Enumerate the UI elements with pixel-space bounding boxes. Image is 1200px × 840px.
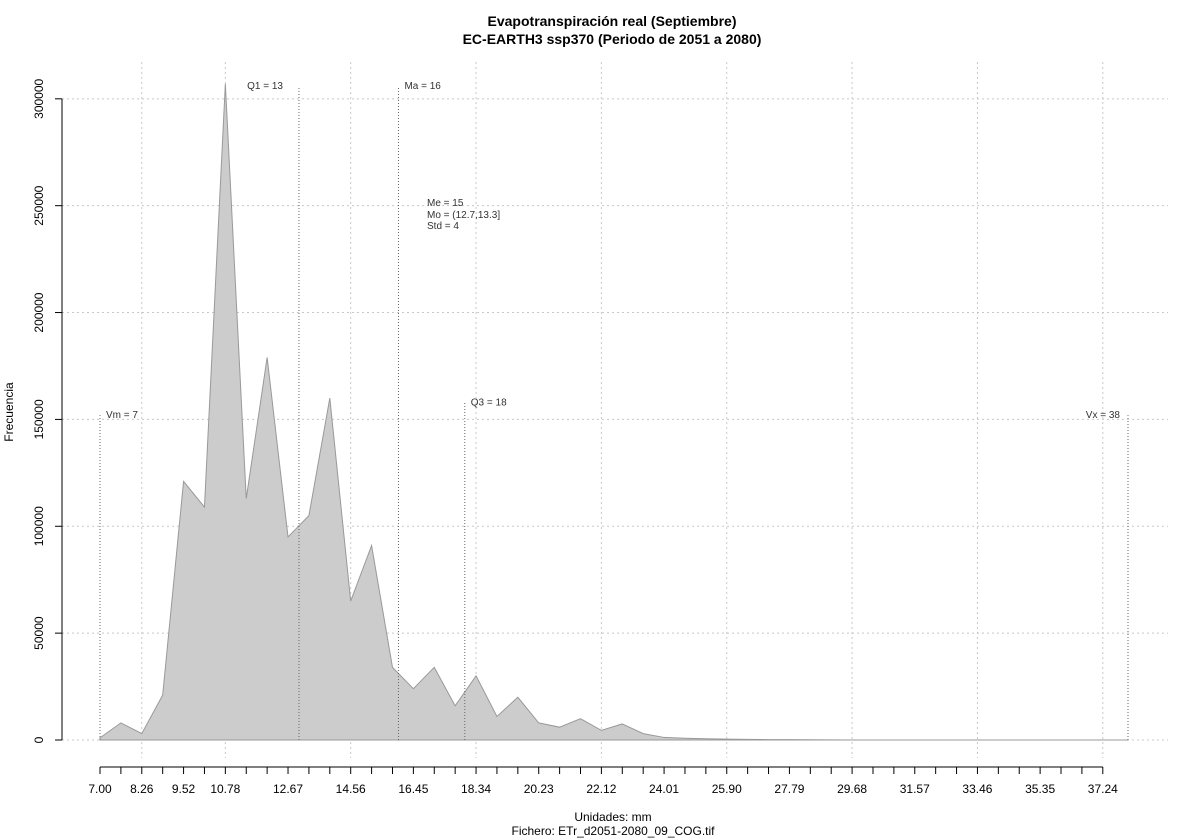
y-axis-label: Frecuencia [2, 382, 16, 442]
area-fill-0 [99, 83, 1128, 741]
x-tick-label-17: 37.24 [1088, 782, 1118, 796]
stat-std: Std = 4 [427, 221, 459, 232]
stat-median: Me = 15 [427, 198, 464, 209]
marker-lines: Vm = 7 Q1 = 13 Ma = 16 Q3 = 18 Vx = 38 [99, 81, 1129, 740]
x-tick-label-15: 33.46 [962, 782, 992, 796]
marker-label-Vx: Vx = 38 [1086, 410, 1121, 421]
grid [62, 62, 1168, 758]
x-tick-label-12: 27.79 [774, 782, 804, 796]
marker-label-Q3: Q3 = 18 [471, 397, 507, 408]
axes: 0 50000 100000 150000 200000 250000 300000 7.00… [32, 78, 1118, 796]
y-tick-label-0: 0 [32, 736, 46, 743]
chart-title: Evapotranspiración real (Septiembre) [488, 13, 737, 29]
x-tick-label-3: 10.78 [210, 782, 240, 796]
file-footer: Fichero: ETr_d2051-2080_09_COG.tif [512, 824, 716, 838]
x-tick-label-11: 25.90 [712, 782, 742, 796]
area-series [99, 83, 1128, 741]
x-tick-label-1: 8.26 [130, 782, 154, 796]
x-tick-label-14: 31.57 [900, 782, 930, 796]
x-tick-label-4: 12.67 [273, 782, 303, 796]
x-tick-label-13: 29.68 [837, 782, 867, 796]
marker-label-Vm: Vm = 7 [106, 410, 138, 421]
y-tick-label-4: 200000 [32, 292, 46, 332]
stat-mode: Mo = (12.7,13.3] [427, 210, 500, 221]
x-tick-label-8: 20.23 [524, 782, 554, 796]
y-tick-label-5: 250000 [32, 185, 46, 225]
x-tick-label-9: 22.12 [586, 782, 616, 796]
x-tick-label-6: 16.45 [398, 782, 428, 796]
y-tick-label-2: 100000 [32, 506, 46, 546]
x-axis-label: Unidades: mm [574, 810, 651, 824]
x-tick-label-16: 35.35 [1025, 782, 1055, 796]
y-tick-label-6: 300000 [32, 78, 46, 118]
y-tick-label-3: 150000 [32, 399, 46, 439]
x-tick-label-7: 18.34 [461, 782, 491, 796]
chart-subtitle: EC-EARTH3 ssp370 (Periodo de 2051 a 2080… [463, 31, 762, 47]
x-tick-label-5: 14.56 [336, 782, 366, 796]
y-tick-label-1: 50000 [32, 616, 46, 650]
marker-label-Q1: Q1 = 13 [247, 81, 283, 92]
x-tick-label-0: 7.00 [88, 782, 112, 796]
marker-label-Ma: Ma = 16 [404, 81, 441, 92]
x-tick-label-2: 9.52 [172, 782, 196, 796]
x-tick-label-10: 24.01 [649, 782, 679, 796]
